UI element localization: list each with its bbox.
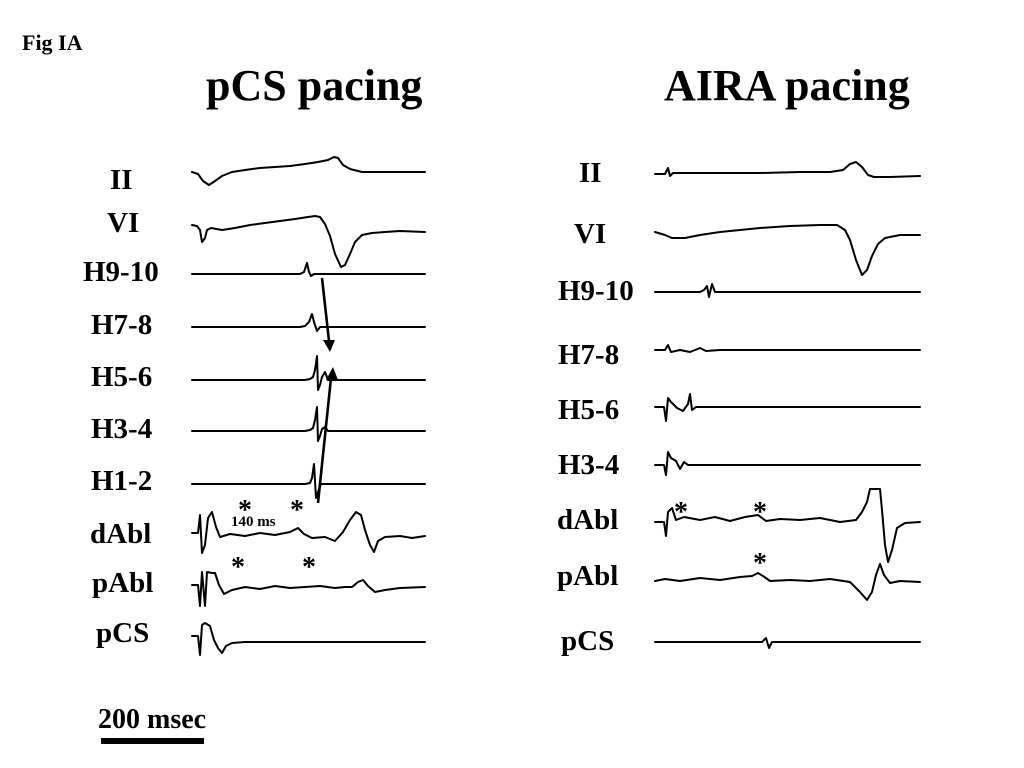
left-lead-label-pabl: pAbl <box>92 567 154 599</box>
figure-label: Fig IA <box>22 30 83 55</box>
left-lead-label-pcs: pCS <box>96 617 150 649</box>
scale-bar-label: 200 msec <box>98 704 207 735</box>
left-lead-label-vi: VI <box>107 207 140 239</box>
scale-bar <box>101 738 204 744</box>
left-dabl-marker-1: * <box>238 495 252 526</box>
right-lead-label-h7-8: H7-8 <box>558 339 620 371</box>
trace-right-pabl <box>654 563 921 601</box>
right-lead-label-h5-6: H5-6 <box>558 394 620 426</box>
trace-left-h9-10 <box>191 262 426 277</box>
trace-right-dabl <box>654 488 921 563</box>
trace-left-h1-2 <box>191 463 426 499</box>
trace-right-h3-4 <box>654 451 921 476</box>
right-lead-label-pabl: pAbl <box>557 560 619 592</box>
left-lead-label-h1-2: H1-2 <box>91 465 153 497</box>
right-lead-label-h3-4: H3-4 <box>558 449 620 481</box>
trace-right-h7-8 <box>654 344 921 353</box>
left-lead-label-h7-8: H7-8 <box>91 309 153 341</box>
right-pabl-marker: * <box>753 548 767 579</box>
arrow-up-line <box>316 377 333 504</box>
left-panel-title: pCS pacing <box>206 61 423 110</box>
left-lead-label-h3-4: H3-4 <box>91 413 153 445</box>
trace-right-h9-10 <box>654 283 921 298</box>
right-lead-label-ii: II <box>579 157 602 189</box>
left-lead-label-ii: II <box>110 164 133 196</box>
trace-left-dabl <box>191 511 426 554</box>
trace-left-h3-4 <box>191 406 426 442</box>
trace-right-ii <box>654 161 921 178</box>
left-pabl-marker-1: * <box>231 552 245 583</box>
trace-left-vi <box>191 215 426 268</box>
right-lead-label-h9-10: H9-10 <box>558 275 634 307</box>
trace-right-h5-6 <box>654 393 921 422</box>
trace-left-ii <box>191 156 426 186</box>
left-dabl-marker-2: * <box>290 495 304 526</box>
right-lead-label-dabl: dAbl <box>557 504 619 536</box>
interval-label: 140 ms <box>231 514 276 530</box>
left-pabl-marker-2: * <box>302 552 316 583</box>
trace-left-pcs <box>191 622 426 656</box>
trace-right-vi <box>654 224 921 276</box>
arrow-up-head <box>326 367 338 380</box>
trace-left-pabl <box>191 571 426 607</box>
right-panel-title: AIRA pacing <box>664 61 910 110</box>
trace-left-h5-6 <box>191 355 426 391</box>
left-lead-label-h5-6: H5-6 <box>91 361 153 393</box>
arrow-down-head <box>323 340 335 352</box>
left-lead-label-dabl: dAbl <box>90 518 152 550</box>
trace-left-h7-8 <box>191 313 426 332</box>
left-lead-label-h9-10: H9-10 <box>83 256 159 288</box>
right-lead-label-pcs: pCS <box>561 625 615 657</box>
right-lead-label-vi: VI <box>574 218 607 250</box>
trace-right-pcs <box>654 637 921 649</box>
arrow-down-line <box>320 277 331 342</box>
